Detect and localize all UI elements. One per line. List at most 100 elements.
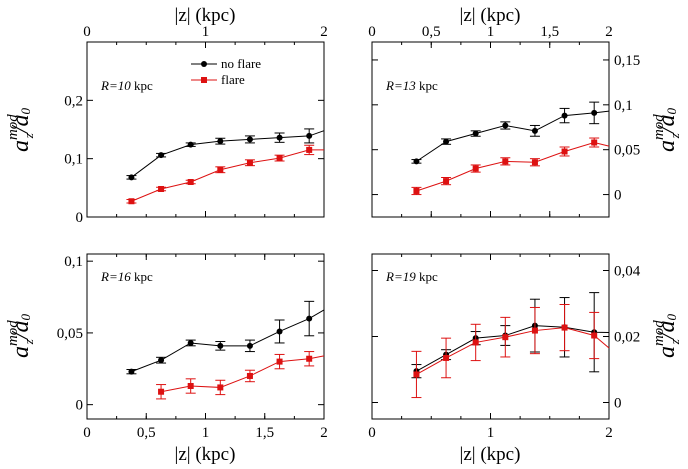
series-line-flare-r16 [160,355,325,393]
x-tick-label-r16-2: 1 [202,425,210,441]
marker-no-flare-r13-1 [443,138,450,145]
series-line-no-flare-r13 [416,110,610,162]
y-axis-title-top-right-part-1: mod [651,114,667,140]
panel-label-r10: R=10 kpc [100,78,153,93]
y-axis-title-top-right-part-4: 0 [664,107,679,114]
marker-flare-r10-3 [217,166,224,173]
y-tick-label-r13-2: 0,1 [614,98,633,114]
x-tick-label-r19-2: 2 [605,425,613,441]
y-tick-label-r13-1: 0,05 [614,143,640,159]
y-axis-title-bottom-left-part-2: z [21,339,36,345]
marker-no-flare-r10-0 [128,174,135,181]
x-axis-title-top-right: |z| (kpc) [460,5,521,26]
y-axis-title-bottom-left-part-4: 0 [18,313,33,320]
marker-flare-r13-4 [531,159,538,166]
x-tick-label-r13-0: 0 [368,24,376,40]
marker-no-flare-r16-1 [158,357,165,364]
legend-label-no-flare: no flare [221,56,261,71]
marker-no-flare-r16-5 [276,328,283,335]
marker-flare-r13-0 [413,187,420,194]
marker-flare-r16-3 [246,372,253,379]
panel-r13: 0 0,5 1 1,5 2 0 0,05 0,1 0,15 R=13 kpc [368,24,640,218]
y-tick-label-r16-2: 0,1 [64,254,83,270]
marker-no-flare-r13-6 [591,109,598,116]
x-axis-title-bottom-right: |z| (kpc) [460,444,521,465]
marker-no-flare-r10-3 [217,138,224,145]
marker-flare-r13-3 [502,158,509,165]
marker-flare-r16-4 [276,358,283,365]
legend-label-flare: flare [221,72,245,87]
marker-flare-r10-6 [306,146,313,153]
marker-no-flare-r13-0 [413,158,420,165]
y-axis-title-bottom-left-part-0: a [8,346,34,358]
y-tick-label-r16-0: 0 [76,398,84,414]
marker-flare-r13-1 [443,178,450,185]
y-tick-label-r19-0: 0 [614,396,622,412]
y-axis-title-top-left-part-2: z [21,133,36,139]
marker-flare-r10-1 [158,186,165,192]
x-tick-label-r13-1: 0,5 [422,24,441,40]
y-tick-label-r19-2: 0,04 [614,264,641,280]
y-axis-title-top-left-part-0: a [8,140,34,152]
x-tick-label-r10-1: 1 [202,24,210,40]
y-axis-title-bottom-right-part-4: 0 [664,313,679,320]
y-tick-label-r13-3: 0,15 [614,53,640,69]
x-tick-label-r16-1: 0,5 [137,425,156,441]
panel-r19: 0 1 200,020,04R=19 kpc [368,253,641,441]
marker-no-flare-r10-6 [306,132,313,139]
marker-flare-r10-2 [187,179,194,185]
y-tick-label-r13-0: 0 [614,188,622,204]
series-line-flare-r13 [416,141,610,192]
y-axis-title-bottom-left-part-3: /a [8,320,34,341]
marker-flare-r10-5 [276,155,283,162]
panel-label-prefix-r13: R= [385,78,403,93]
panel-label-r19: R=19 kpc [385,269,438,284]
marker-no-flare-r16-2 [187,339,194,346]
marker-flare-r16-5 [306,355,313,362]
y-axis-title-bottom-left: amodz/a0 [5,313,36,358]
panel-r10: 0 1 2 0 0,1 0,2 R=10 kpc [64,24,328,226]
x-tick-label-r16-3: 1,5 [255,425,274,441]
marker-flare-r19-4 [531,327,538,334]
y-axis-title-bottom-left-text: amodz/a0 [5,313,36,358]
panel-label-value-r19: 19 [403,269,417,284]
panel-label-value-r13: 13 [403,78,417,93]
series-line-flare-r10 [131,149,324,202]
marker-flare-r19-3 [502,334,509,341]
marker-flare-r16-0 [158,388,165,395]
x-tick-label-r19-0: 0 [368,425,376,441]
y-axis-title-top-left-part-4: 0 [18,107,33,114]
x-tick-label-r10-0: 0 [83,24,91,40]
marker-flare-r19-2 [472,339,479,346]
y-axis-title-bottom-left-part-1: mod [5,320,21,346]
panel-r16: 0 0,5 1 1,5 2 0 0,05 0,1 R=16 kpc [57,253,328,441]
marker-flare-r13-2 [472,165,479,172]
marker-flare-r13-6 [591,139,598,146]
y-axis-title-bottom-right-part-2: z [667,339,682,345]
x-tick-label-r19-1: 1 [487,425,495,441]
y-tick-label-r19-1: 0,02 [614,330,640,346]
marker-no-flare-r16-6 [306,315,313,322]
marker-no-flare-r10-5 [276,134,283,141]
x-tick-label-r13-4: 2 [605,24,613,40]
x-tick-label-r10-2: 2 [320,24,328,40]
y-axis-title-top-right-part-0: a [654,140,680,152]
marker-flare-r10-4 [246,159,253,166]
marker-flare-r13-5 [561,148,568,155]
y-axis-title-bottom-right-part-3: /a [654,320,680,341]
y-axis-title-top-right-part-3: /a [654,114,680,135]
y-axis-title-top-right: amodz/a0 [651,107,682,152]
panel-label-value-r16: 16 [118,269,132,284]
marker-no-flare-r10-4 [246,136,253,143]
marker-no-flare-r13-5 [561,112,568,119]
y-axis-title-top-right-part-2: z [667,133,682,139]
y-axis-title-bottom-right-part-0: a [654,346,680,358]
marker-flare-r19-5 [561,324,568,331]
marker-flare-r19-0 [413,371,420,378]
marker-no-flare-r10-2 [187,141,194,148]
marker-no-flare-r16-3 [217,342,224,349]
y-axis-title-top-left-part-1: mod [5,114,21,140]
marker-flare-r19-6 [591,332,598,339]
marker-no-flare-r13-4 [531,127,538,134]
